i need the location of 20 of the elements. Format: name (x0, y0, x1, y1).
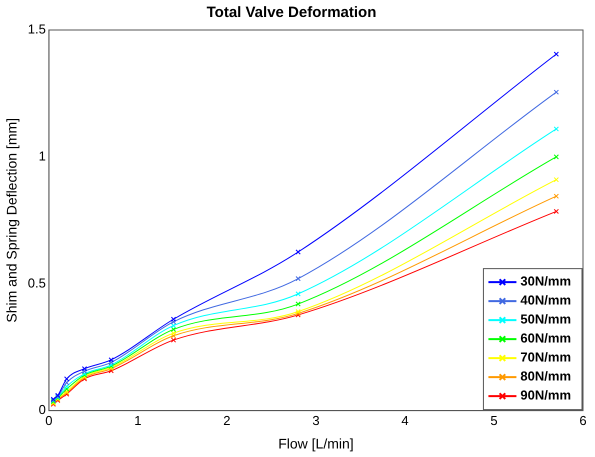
legend-label: 90N/mm (520, 388, 571, 403)
legend-label: 60N/mm (520, 330, 571, 346)
x-tick-label: 3 (312, 412, 320, 428)
y-tick-label: 1 (38, 148, 46, 164)
y-axis-title: Shim and Spring Deflection [mm] (3, 118, 20, 323)
x-tick-label: 6 (579, 412, 587, 428)
x-tick-label: 5 (490, 412, 498, 428)
legend-label: 50N/mm (520, 312, 571, 327)
legend-label: 70N/mm (520, 350, 571, 365)
x-tick-label: 4 (401, 412, 409, 428)
x-tick-label: 2 (223, 412, 231, 428)
y-tick-label: 0.5 (28, 275, 46, 290)
y-tick-label: 0 (38, 402, 46, 418)
legend-label: 30N/mm (520, 274, 571, 289)
y-tick-label: 1.5 (28, 22, 46, 37)
legend-label: 80N/mm (520, 368, 571, 384)
legend-label: 40N/mm (520, 292, 571, 308)
x-axis-title: Flow [L/min] (278, 435, 354, 452)
chart-title: Total Valve Deformation (206, 4, 376, 22)
x-tick-label: 1 (134, 412, 142, 428)
